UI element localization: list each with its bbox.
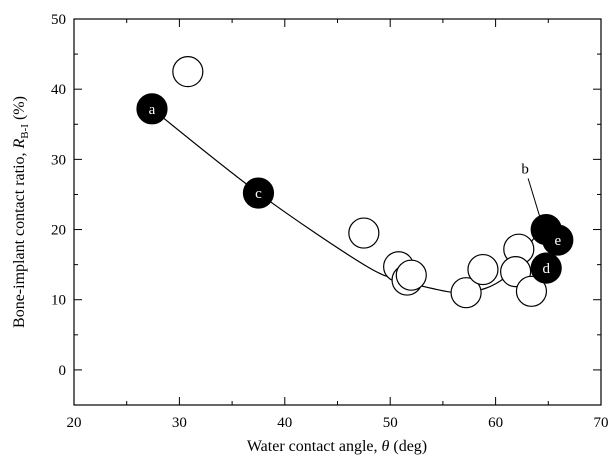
y-tick-label: 0 xyxy=(59,363,67,379)
open-data-point xyxy=(348,217,380,249)
x-tick-label: 70 xyxy=(594,415,609,431)
x-tick-label: 20 xyxy=(67,415,82,431)
y-axis-label: Bone-implant contact ratio, RB-I (%) xyxy=(11,96,31,328)
point-label-a: a xyxy=(149,102,156,118)
point-label-d: d xyxy=(542,261,550,277)
x-tick-label: 50 xyxy=(383,415,398,431)
axis-ticks: 20 30 40 50 60 70 0 10 20 30 40 50 xyxy=(51,12,609,431)
y-tick-label: 40 xyxy=(51,82,66,98)
y-tick-label: 50 xyxy=(51,12,66,28)
y-tick-label: 10 xyxy=(51,293,66,309)
filled-data-point xyxy=(542,224,574,256)
open-data-point xyxy=(450,277,482,309)
x-axis-label: Water contact angle, θ (deg) xyxy=(247,438,427,455)
annotation-leader-line xyxy=(527,178,543,225)
filled-data-point xyxy=(136,93,168,125)
open-data-point xyxy=(395,259,427,291)
x-tick-label: 30 xyxy=(172,415,187,431)
point-label-e: e xyxy=(554,233,561,249)
plot-frame xyxy=(73,18,602,406)
y-tick-label: 20 xyxy=(51,223,66,239)
x-tick-label: 40 xyxy=(277,415,292,431)
filled-data-point xyxy=(242,177,275,209)
y-tick-label: 30 xyxy=(51,152,66,168)
point-label-c: c xyxy=(255,186,262,202)
open-data-point xyxy=(515,275,548,307)
data-points: a c de xyxy=(136,56,574,309)
open-data-point xyxy=(467,253,499,286)
annotation-group: b xyxy=(521,161,543,225)
open-data-point xyxy=(172,56,204,88)
annotation-label-b: b xyxy=(521,161,529,177)
x-tick-label: 60 xyxy=(488,415,503,431)
filled-data-point xyxy=(530,252,562,284)
